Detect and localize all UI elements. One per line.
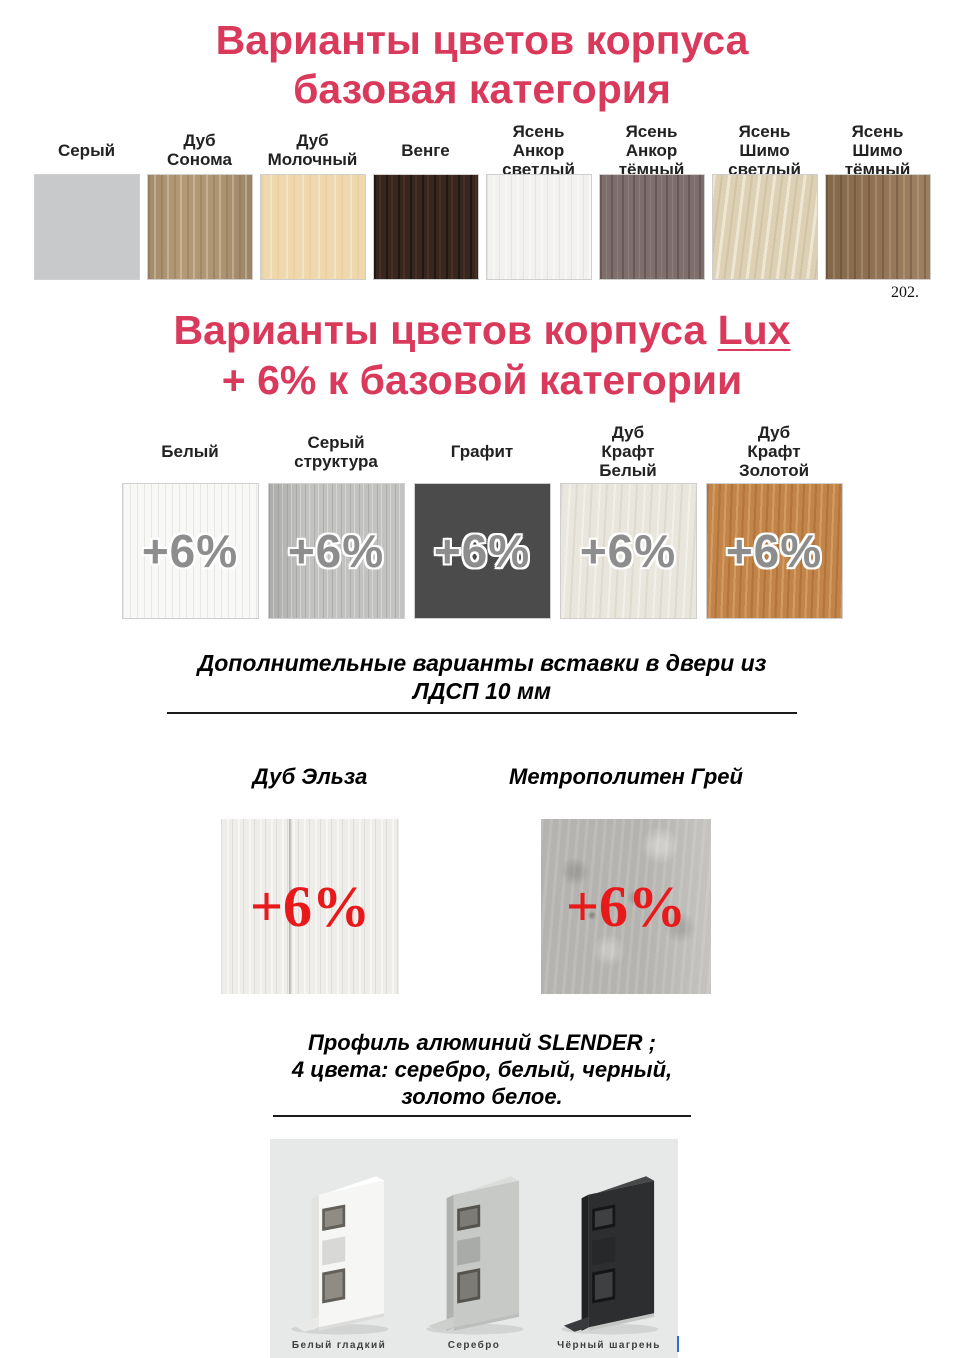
swatch-cell-dub-molochny: Дуб Молочный [259, 126, 366, 281]
swatch-dub-sonoma [146, 174, 253, 281]
surcharge-badge-red: +6% [249, 873, 371, 939]
swatch-cell-yasen-ankor-svetly: Ясень Анкор светлый [485, 121, 592, 281]
ldsp-note-line1: Дополнительные варианты вставки в двери … [197, 649, 767, 676]
swatch-cell-yasen-shimo-svetly: Ясень Шимо светлый [711, 121, 818, 281]
text-cursor [677, 1336, 679, 1352]
swatch-label: Ясень Шимо светлый [728, 121, 801, 179]
swatch-cell-yasen-shimo-temny: Ясень Шимо тёмный [824, 121, 931, 281]
aluminium-profile-image [291, 1176, 389, 1335]
swatch-seryi [33, 174, 140, 281]
lux-title-prefix: Варианты цветов корпуса [173, 307, 718, 354]
profile-silver: Серебро [415, 1170, 533, 1358]
lux-color-row: Белый +6% Серый структура +6% Графит +6%… [0, 421, 964, 619]
swatch-dub-kraft-bely: +6% [559, 482, 697, 619]
aluminium-profile-image [561, 1176, 659, 1335]
swatch-cell-seryi: Серый [33, 126, 140, 281]
swatch-seryi-struktura: +6% [267, 482, 405, 619]
profile-note-line1: Профиль алюминий SLENDER ; [308, 1029, 656, 1055]
swatch-cell-grafit: Графит +6% [413, 421, 551, 619]
swatch-label: Ясень Шимо тёмный [844, 121, 911, 179]
surcharge-badge: +6% [433, 524, 531, 577]
swatch-label: Серый структура [294, 432, 378, 471]
profile-label: Серебро [447, 1340, 501, 1352]
profile-note-line2: 4 цвета: серебро, белый, черный, [291, 1056, 673, 1082]
divider-line [167, 711, 797, 714]
swatch-venge [372, 174, 479, 281]
swatch-metropoliten-grey: +6% [540, 818, 711, 994]
ldsp-note: Дополнительные варианты вставки в двери … [0, 649, 964, 705]
divider-line [273, 1115, 691, 1118]
swatch-cell-dub-kraft-bely: Дуб Крафт Белый +6% [559, 421, 697, 619]
swatch-label: Серый [57, 140, 116, 160]
surcharge-badge: +6% [579, 524, 677, 577]
swatch-label: Дуб Крафт Белый [599, 423, 657, 481]
swatch-yasen-shimo-temny [824, 174, 931, 281]
swatch-label: Дуб Молочный [267, 131, 358, 170]
insert-cell-dub-elza: Дуб Эльза +6% [221, 764, 399, 994]
base-category-title: Варианты цветов корпуса базовая категори… [0, 16, 964, 114]
profile-label: Чёрный шагрень [557, 1340, 661, 1352]
swatch-cell-dub-kraft-zolotoy: Дуб Крафт Золотой +6% [705, 421, 843, 619]
swatch-cell-seryi-struktura: Серый структура +6% [267, 421, 405, 619]
swatch-label: Дуб Сонома [167, 131, 232, 170]
swatch-label: Ясень Анкор светлый [502, 121, 575, 179]
profile-black: Чёрный шагрень [550, 1170, 668, 1358]
swatch-yasen-shimo-svetly [711, 174, 818, 281]
surcharge-badge: +6% [725, 524, 823, 577]
surcharge-badge: +6% [141, 524, 239, 577]
lux-title-line2: + 6% к базовой категории [221, 356, 743, 403]
lux-title-line1: Варианты цветов корпуса Lux [0, 306, 964, 355]
insert-label: Дуб Эльза [252, 763, 368, 789]
door-insert-row: Дуб Эльза +6% Метрополитен Грей +6% [0, 764, 964, 994]
swatch-yasen-ankor-svetly [485, 174, 592, 281]
profile-note-line3: золото белое. [401, 1083, 563, 1109]
swatch-cell-yasen-ankor-temny: Ясень Анкор тёмный [598, 121, 705, 281]
base-title-line2: базовая категория [293, 66, 671, 113]
swatch-dub-molochny [259, 174, 366, 281]
lux-word: Lux [717, 307, 791, 354]
ldsp-note-line2: ЛДСП 10 мм [413, 677, 551, 704]
profile-note: Профиль алюминий SLENDER ; 4 цвета: сере… [0, 1030, 964, 1110]
swatch-dub-elza: +6% [221, 818, 399, 994]
surcharge-badge: +6% [287, 524, 385, 577]
swatch-label: Ясень Анкор тёмный [618, 121, 685, 179]
swatch-bely: +6% [121, 482, 259, 619]
swatch-cell-dub-sonoma: Дуб Сонома [146, 126, 253, 281]
profile-white: Белый гладкий [280, 1170, 398, 1358]
profile-label: Белый гладкий [291, 1340, 387, 1352]
swatch-grafit: +6% [413, 482, 551, 619]
lux-category-title: Варианты цветов корпуса Lux + 6% к базов… [0, 306, 964, 404]
swatch-cell-bely: Белый +6% [121, 421, 259, 619]
base-color-row: Серый Дуб Сонома Дуб Молочный Венге Ясен… [0, 121, 964, 281]
swatch-label: Венге [401, 140, 450, 160]
corner-watermark: 202. [891, 284, 919, 301]
swatch-dub-kraft-zolotoy: +6% [705, 482, 843, 619]
surcharge-badge-red: +6% [565, 873, 687, 939]
insert-label: Метрополитен Грей [509, 763, 743, 789]
base-title-line1: Варианты цветов корпуса [215, 17, 749, 63]
swatch-cell-venge: Венге [372, 126, 479, 281]
swatch-label: Дуб Крафт Золотой [738, 423, 810, 481]
swatch-label: Белый [161, 442, 219, 462]
aluminium-profiles-photo: Белый гладкий Серебро [270, 1139, 678, 1358]
swatch-label: Графит [450, 442, 514, 462]
insert-cell-metropoliten-grey: Метрополитен Грей +6% [509, 764, 743, 994]
swatch-yasen-ankor-temny [598, 174, 705, 281]
aluminium-profile-image [426, 1176, 524, 1335]
